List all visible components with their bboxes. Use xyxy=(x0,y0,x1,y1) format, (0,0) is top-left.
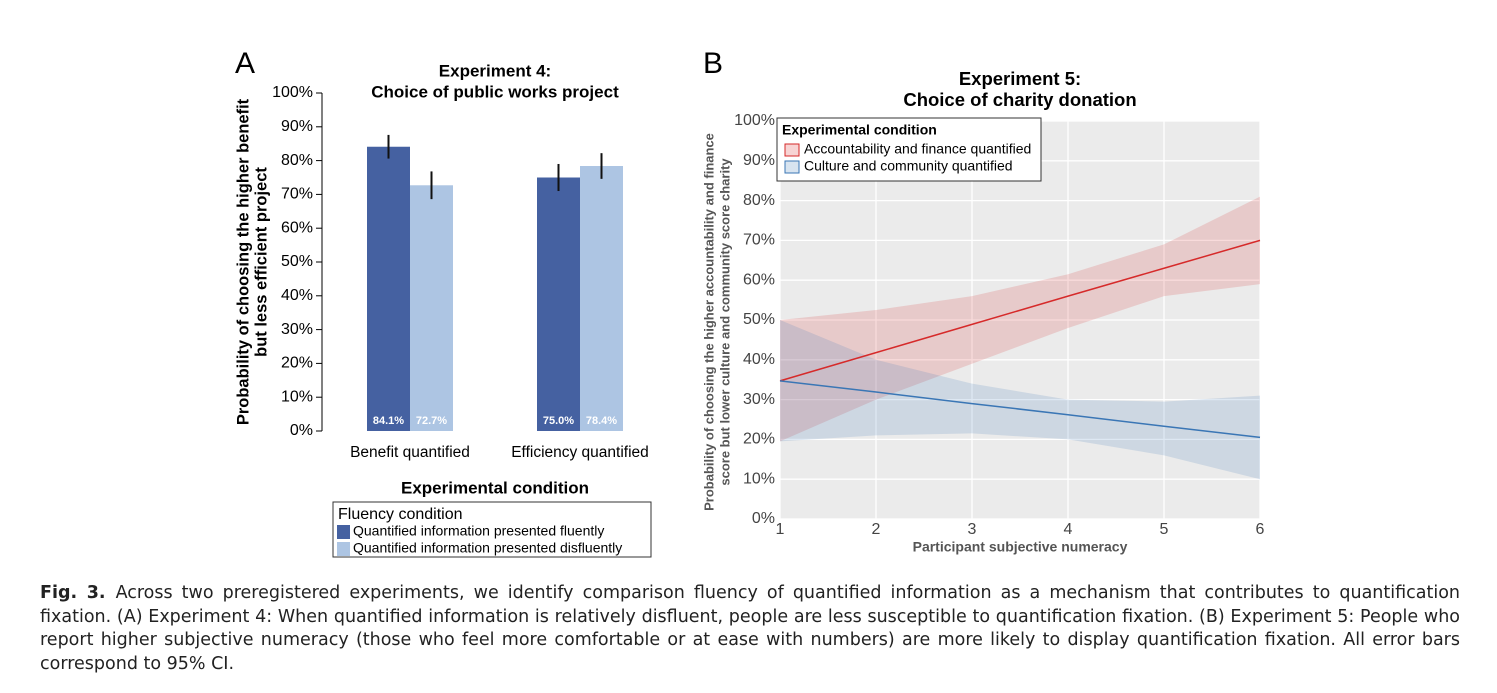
chart-title: Experiment 4: xyxy=(439,61,551,80)
bar xyxy=(580,166,623,431)
y-tick-label: 90% xyxy=(281,118,313,135)
y-tick-label: 50% xyxy=(281,253,313,270)
legend-swatch xyxy=(784,160,800,174)
panel-label: B xyxy=(703,47,723,80)
chart-title: Choice of charity donation xyxy=(903,89,1136,110)
y-tick-label: 70% xyxy=(281,186,313,203)
y-axis-label: Probability of choosing the higher benef… xyxy=(234,98,252,425)
bar xyxy=(367,146,410,431)
y-tick-label: 0% xyxy=(752,510,775,527)
value-label: 84.1% xyxy=(373,415,404,427)
x-tick-label: 3 xyxy=(968,521,977,538)
y-tick-label: 60% xyxy=(743,271,775,288)
caption-label: Fig. 3. xyxy=(40,583,106,603)
y-axis-label: Probability of choosing the higher accou… xyxy=(701,133,716,511)
y-tick-label: 80% xyxy=(281,152,313,169)
x-axis-label: Participant subjective numeracy xyxy=(913,539,1128,555)
legend-swatch xyxy=(784,143,800,157)
x-tick-label: 2 xyxy=(872,521,881,538)
legend-label: Culture and community quantified xyxy=(804,158,1013,174)
y-tick-label: 40% xyxy=(743,351,775,368)
legend-box xyxy=(776,117,1042,182)
value-label: 75.0% xyxy=(543,415,574,427)
x-tick-label: 1 xyxy=(776,521,785,538)
value-label: 78.4% xyxy=(586,415,617,427)
chart-title: Choice of public works project xyxy=(371,82,619,101)
x-tick-label: 5 xyxy=(1160,521,1169,538)
x-tick-label: Efficiency quantified xyxy=(511,444,649,461)
legend-box xyxy=(332,501,652,558)
y-tick-label: 50% xyxy=(743,311,775,328)
legend-swatch xyxy=(337,542,350,556)
y-tick-label: 100% xyxy=(734,112,775,129)
y-tick-label: 40% xyxy=(281,287,313,304)
confidence-band xyxy=(780,196,1260,442)
y-tick-label: 0% xyxy=(290,422,313,439)
y-tick-label: 10% xyxy=(743,470,775,487)
chart-title: Experiment 5: xyxy=(959,68,1081,89)
y-tick-label: 60% xyxy=(281,219,313,236)
x-tick-label: 4 xyxy=(1064,521,1073,538)
legend-swatch xyxy=(337,525,350,539)
legend-title: Fluency condition xyxy=(338,506,463,523)
legend-label: Quantified information presented fluentl… xyxy=(353,523,604,539)
x-tick-label: Benefit quantified xyxy=(350,444,470,461)
value-label: 72.7% xyxy=(416,415,447,427)
bar xyxy=(410,185,453,431)
y-tick-label: 20% xyxy=(281,355,313,372)
figure: A Experiment 4: Choice of public works pro… xyxy=(234,47,1265,558)
y-tick-label: 30% xyxy=(743,391,775,408)
y-tick-label: 10% xyxy=(281,388,313,405)
legend-label: Quantified information presented disflue… xyxy=(353,540,622,556)
x-tick-label: 6 xyxy=(1256,521,1265,538)
caption: Fig. 3. Across two preregistered experime… xyxy=(40,582,1460,676)
bar xyxy=(537,177,580,431)
y-axis-label: score but lower culture and community sc… xyxy=(717,158,732,486)
y-axis-label: but less efficient project xyxy=(252,167,270,357)
caption-text: Across two preregistered experiments, we… xyxy=(40,583,1460,674)
y-tick-label: 70% xyxy=(743,232,775,249)
line xyxy=(779,239,1261,382)
panel-label: A xyxy=(235,47,255,80)
x-axis-label: Experimental condition xyxy=(401,478,589,497)
y-tick-label: 30% xyxy=(281,321,313,338)
y-tick-label: 20% xyxy=(743,431,775,448)
line xyxy=(779,380,1261,439)
y-tick-label: 100% xyxy=(272,84,313,101)
confidence-band xyxy=(780,320,1260,480)
y-tick-label: 80% xyxy=(743,192,775,209)
y-tick-label: 90% xyxy=(743,152,775,169)
legend-label: Accountability and finance quantified xyxy=(804,141,1031,157)
legend-title: Experimental condition xyxy=(782,122,937,138)
